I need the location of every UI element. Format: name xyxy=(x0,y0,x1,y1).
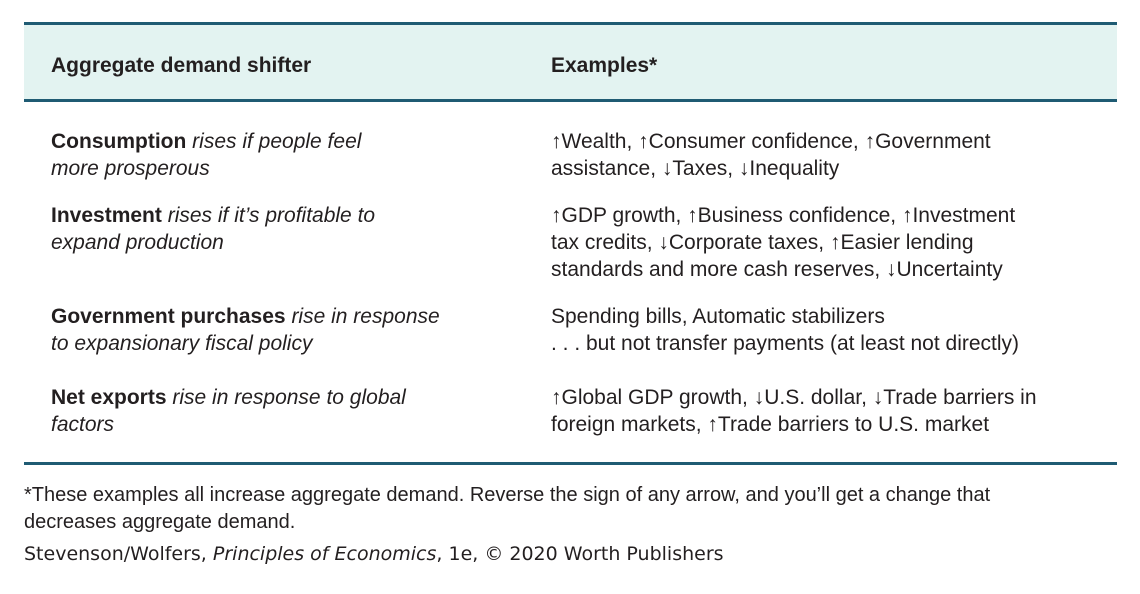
shifter-name: Investment xyxy=(51,204,162,227)
header-shifter: Aggregate demand shifter xyxy=(51,54,312,77)
shifter-cell: Net exports rise in response to global f… xyxy=(51,384,521,438)
examples-cell: ↑Global GDP growth, ↓U.S. dollar, ↓Trade… xyxy=(551,384,1111,438)
shifter-desc: rises if people feel xyxy=(192,130,362,153)
shifter-cell: Consumption rises if people feel more pr… xyxy=(51,128,521,182)
shifter-name: Net exports xyxy=(51,386,167,409)
shifter-desc: rises if it’s profitable to xyxy=(167,204,376,227)
examples-cell: ↑GDP growth, ↑Business confidence, ↑Inve… xyxy=(551,202,1111,283)
shifter-desc: rise in response xyxy=(291,305,440,328)
example-line: foreign markets, ↑Trade barriers to U.S.… xyxy=(551,413,990,436)
shifter-name: Government purchases xyxy=(51,305,286,328)
examples-cell: Spending bills, Automatic stabilizers . … xyxy=(551,303,1111,357)
source-credit: Stevenson/Wolfers, Principles of Economi… xyxy=(24,543,724,565)
examples-cell: ↑Wealth, ↑Consumer confidence, ↑Governme… xyxy=(551,128,1111,182)
table-header: Aggregate demand shifter Examples* xyxy=(24,22,1117,102)
shifter-desc: rise in response to global xyxy=(172,386,406,409)
shifter-name: Consumption xyxy=(51,130,187,153)
example-line: ↑GDP growth, ↑Business confidence, ↑Inve… xyxy=(551,204,1016,227)
credit-book-title: Principles of Economics xyxy=(212,543,437,565)
shifter-desc: factors xyxy=(51,413,115,436)
aggregate-demand-table: Aggregate demand shifter Examples* Consu… xyxy=(24,22,1117,436)
example-line: tax credits, ↓Corporate taxes, ↑Easier l… xyxy=(551,231,974,254)
example-line: Spending bills, Automatic stabilizers xyxy=(551,305,885,328)
table-bottom-rule xyxy=(24,462,1117,465)
shifter-desc: expand production xyxy=(51,231,224,254)
footnote-line: decreases aggregate demand. xyxy=(24,511,296,533)
shifter-desc: to expansionary fiscal policy xyxy=(51,332,313,355)
footnote-line: *These examples all increase aggregate d… xyxy=(24,484,991,506)
footnote: *These examples all increase aggregate d… xyxy=(24,482,1124,536)
credit-publisher: , 1e, © 2020 Worth Publishers xyxy=(436,543,724,565)
credit-authors: Stevenson/Wolfers, xyxy=(24,543,213,565)
example-line: . . . but not transfer payments (at leas… xyxy=(551,332,1020,355)
example-line: standards and more cash reserves, ↓Uncer… xyxy=(551,258,1003,281)
shifter-desc: more prosperous xyxy=(51,157,210,180)
shifter-cell: Government purchases rise in response to… xyxy=(51,303,521,357)
shifter-cell: Investment rises if it’s profitable to e… xyxy=(51,202,521,256)
example-line: assistance, ↓Taxes, ↓Inequality xyxy=(551,157,840,180)
header-examples: Examples* xyxy=(551,54,658,77)
example-line: ↑Global GDP growth, ↓U.S. dollar, ↓Trade… xyxy=(551,386,1037,409)
example-line: ↑Wealth, ↑Consumer confidence, ↑Governme… xyxy=(551,130,991,153)
